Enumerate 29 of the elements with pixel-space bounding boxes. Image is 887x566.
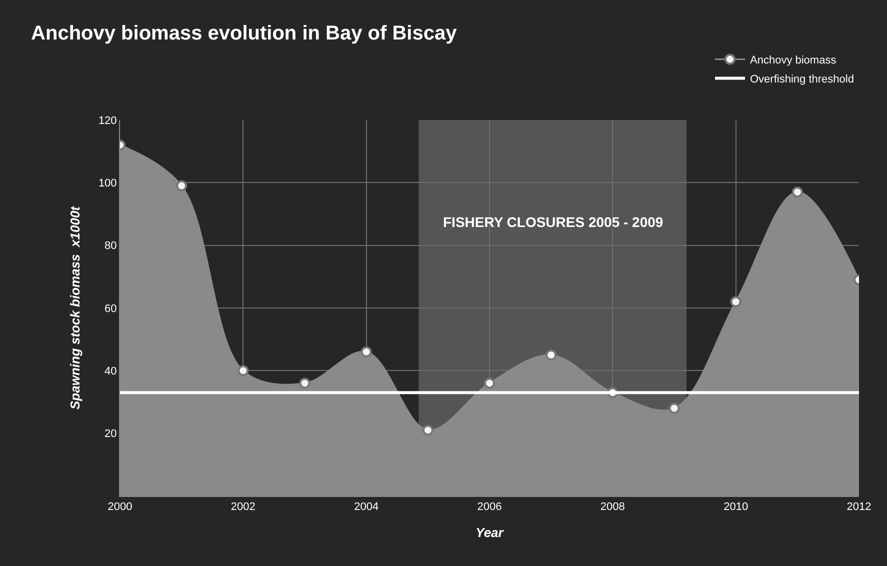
x-tick-label: 2010 (724, 501, 748, 514)
legend-label: Anchovy biomass (750, 54, 837, 67)
point (360, 346, 372, 358)
x-tick-label: 2000 (108, 501, 132, 514)
x-tick-label: 2006 (477, 501, 502, 514)
x-tick-label: 2008 (600, 501, 625, 514)
chart-title: Anchovy biomass evolution in Bay of Biscay (31, 22, 458, 44)
point (730, 296, 742, 308)
y-tick-label: 60 (104, 302, 117, 315)
legend-label: Overfishing threshold (750, 74, 854, 86)
y-tick-label: 80 (104, 240, 117, 252)
x-tick-label: 2012 (846, 501, 872, 514)
x-axis-title: Year (476, 524, 504, 540)
point (299, 378, 310, 389)
y-tick-label: 20 (104, 428, 117, 440)
y-tick-label: 40 (104, 366, 117, 378)
x-tick-label: 2004 (354, 501, 379, 514)
point (176, 180, 188, 192)
x-tick-label: 2002 (230, 501, 256, 514)
point (546, 350, 557, 360)
point (668, 402, 680, 414)
band-label: FISHERY CLOSURES 2005 - 2009 (443, 214, 664, 230)
point (792, 186, 803, 198)
y-tick-label: 100 (98, 178, 117, 190)
y-tick-label: 120 (98, 114, 117, 127)
point (238, 365, 249, 376)
point (422, 424, 434, 436)
y-axis-title: Spawning stock biomass x1000t (67, 206, 82, 410)
point (484, 378, 495, 389)
